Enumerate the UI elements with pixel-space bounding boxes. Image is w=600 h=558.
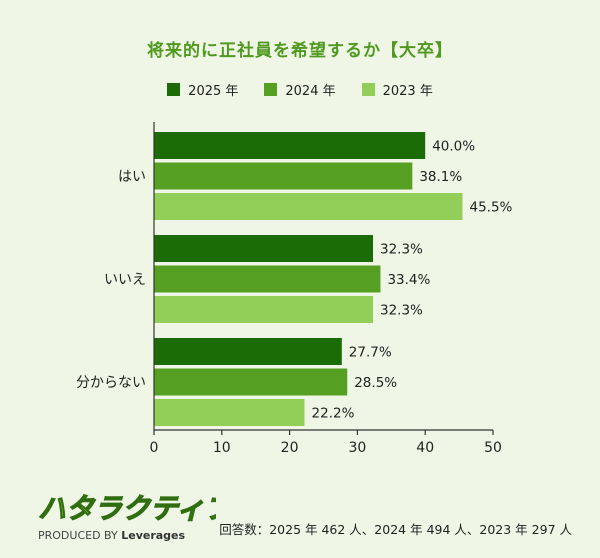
bar-1-2 — [154, 296, 373, 323]
x-tick-label-0: 0 — [150, 440, 159, 456]
data-label-0-2: 45.5% — [469, 200, 512, 216]
x-tick-label-5: 50 — [484, 440, 502, 456]
legend-label-2025: 2025 年 — [188, 84, 239, 99]
bar-0-1 — [154, 162, 413, 190]
data-label-0-1: 38.1% — [419, 169, 462, 185]
legend-swatch-2024 — [264, 83, 278, 96]
bar-0-2 — [154, 193, 463, 220]
legend-item-2024: 2024 年 — [264, 80, 336, 99]
x-tick-label-4: 40 — [416, 440, 434, 456]
bar-2-0 — [154, 338, 342, 365]
logo-graphic: ハタラクティブ PRODUCED BY Leverages — [37, 491, 238, 542]
legend-item-2025: 2025 年 — [167, 80, 238, 99]
legend: 2025 年 2024 年 2023 年 — [0, 80, 600, 99]
x-tick-label-2: 20 — [281, 440, 299, 456]
data-label-1-1: 33.4% — [387, 272, 430, 288]
bar-2-1 — [154, 368, 348, 396]
bar-chart: 40.0% 38.1% 45.5% はい 32.3% 33.4% 32.3% いいえ 27.7%… — [76, 122, 513, 456]
hataractive-logo: ハタラクティブ PRODUCED BY Leverages — [36, 488, 238, 544]
legend-swatch-2025 — [167, 83, 181, 96]
bar-1-1 — [154, 265, 381, 293]
data-label-2-0: 27.7% — [349, 345, 392, 361]
legend-label-2024: 2024 年 — [285, 84, 336, 99]
data-label-0-0: 40.0% — [432, 139, 475, 155]
bar-1-0 — [154, 235, 373, 262]
category-label-1: いいえ — [104, 272, 146, 288]
legend-swatch-2023 — [361, 83, 375, 96]
legend-item-2023: 2023 年 — [361, 80, 433, 99]
response-count-note: 回答数：2025 年 462 人、2024 年 494 人、2023 年 297… — [219, 522, 572, 537]
data-label-1-2: 32.3% — [380, 303, 423, 319]
logo-tagline: PRODUCED BY Leverages — [38, 529, 186, 542]
legend-label-2023: 2023 年 — [382, 84, 433, 99]
data-label-2-2: 22.2% — [312, 406, 355, 422]
bar-2-2 — [154, 399, 305, 426]
logo-wordmark: ハタラクティブ — [38, 492, 216, 525]
category-label-0: はい — [118, 169, 146, 185]
x-tick-label-3: 30 — [348, 440, 366, 456]
bar-0-0 — [154, 132, 426, 159]
category-label-2: 分からない — [76, 375, 146, 391]
chart-title: 将来的に正社員を希望するか【大卒】 — [147, 41, 453, 61]
x-tick-label-1: 10 — [213, 440, 231, 456]
data-label-2-1: 28.5% — [354, 375, 397, 391]
data-label-1-0: 32.3% — [380, 242, 423, 258]
